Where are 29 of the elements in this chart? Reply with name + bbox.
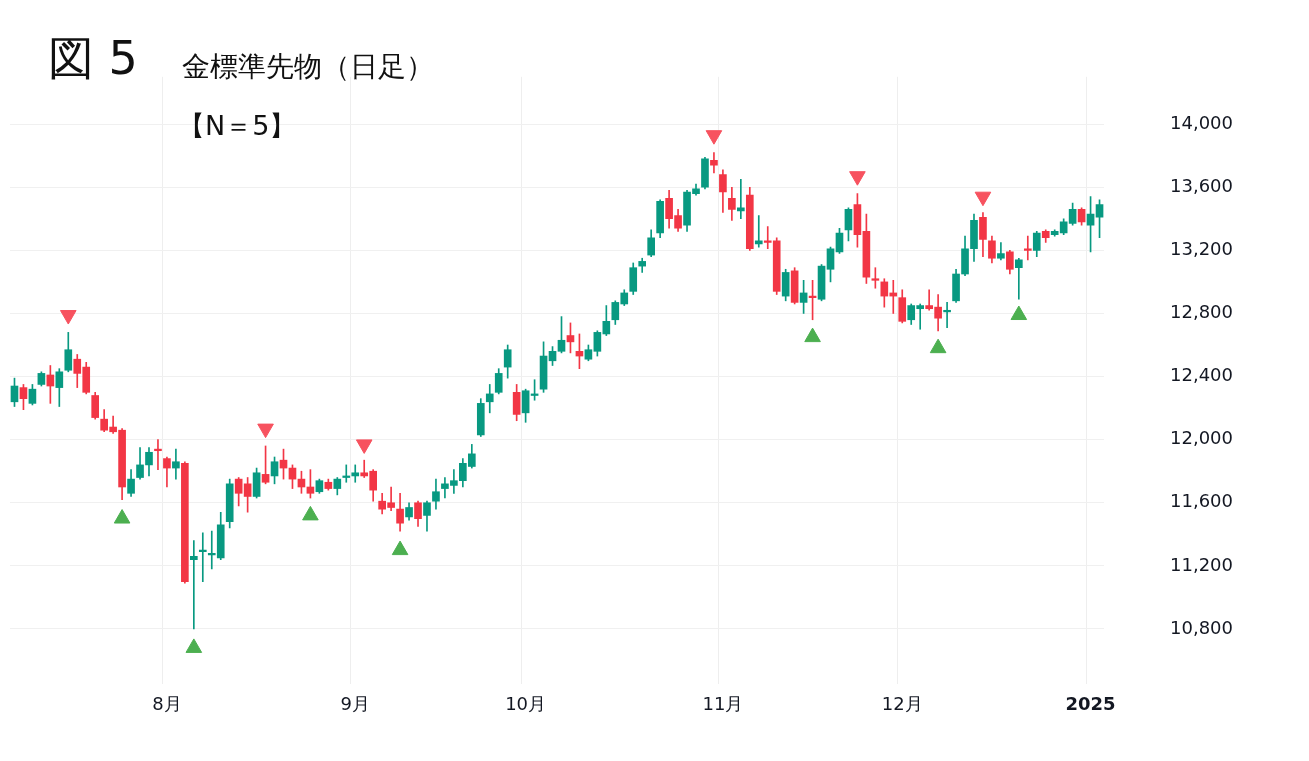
candlestick [737,179,745,220]
candlestick [342,464,351,483]
y-tick-label: 12,000 [1170,427,1233,449]
y-tick-label: 10,800 [1170,616,1233,638]
x-tick-label: 8月 [152,692,182,714]
annotation: 【N＝5】 [178,109,297,143]
candlestick [154,439,162,470]
candlestick [710,152,718,174]
y-tick-label: 12,400 [1170,364,1233,386]
y-tick-label: 11,600 [1170,490,1233,512]
candlestick [1023,235,1032,261]
x-tick-label: 10月 [505,692,547,714]
candlestick [943,302,951,328]
x-tick-label: 11月 [702,692,744,714]
candlestick [351,464,360,483]
y-tick-label: 12,800 [1170,301,1233,323]
chart-title: 図 5 [48,30,138,87]
candlestick [1015,257,1023,300]
x-tick-label: 2025 [1065,692,1116,714]
y-tick-label: 11,200 [1170,553,1233,575]
y-tick-label: 13,600 [1170,174,1233,196]
candlestick [190,540,198,630]
x-tick-label: 9月 [340,692,370,714]
candlestick [172,448,180,480]
y-tick-label: 14,000 [1170,111,1233,133]
y-tick-label: 13,200 [1170,238,1233,260]
candlestick [198,532,207,582]
chart-subtitle: 金標準先物（日足） [182,49,434,85]
x-tick-label: 12月 [881,692,923,714]
